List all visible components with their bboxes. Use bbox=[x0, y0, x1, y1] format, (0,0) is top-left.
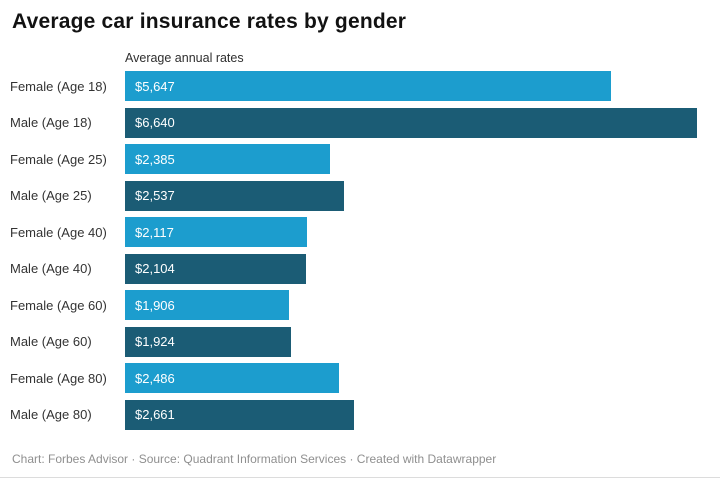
chart-row: Female (Age 60) $1,906 bbox=[0, 290, 697, 320]
bar-male: $2,104 bbox=[125, 253, 307, 284]
bar-value-label: $2,117 bbox=[135, 224, 174, 240]
bar-value-label: $2,486 bbox=[135, 370, 175, 386]
bar-track: $1,906 bbox=[125, 290, 697, 320]
bar-track: $2,486 bbox=[125, 363, 697, 393]
bar-value-label: $2,385 bbox=[135, 151, 175, 167]
chart-row: Female (Age 25) $2,385 bbox=[0, 144, 697, 174]
axis-label: Average annual rates bbox=[125, 51, 244, 65]
bar-female: $2,486 bbox=[125, 363, 340, 393]
chart-row: Female (Age 18) $5,647 bbox=[0, 71, 697, 101]
bar-male: $6,640 bbox=[125, 107, 697, 138]
bar-female: $2,385 bbox=[125, 144, 331, 174]
bar-female: $1,906 bbox=[125, 290, 290, 320]
bar-value-label: $6,640 bbox=[135, 115, 175, 130]
chart-row: Male (Age 60) $1,924 bbox=[0, 326, 697, 357]
bar-value-label: $5,647 bbox=[135, 78, 175, 94]
bar-male: $1,924 bbox=[125, 326, 291, 357]
chart-title: Average car insurance rates by gender bbox=[12, 10, 407, 33]
bottom-divider bbox=[0, 477, 720, 478]
category-label: Male (Age 40) bbox=[10, 261, 92, 276]
category-label: Female (Age 40) bbox=[10, 224, 107, 240]
bar-value-label: $2,104 bbox=[135, 261, 175, 276]
bar-track: $2,661 bbox=[125, 399, 697, 430]
bar-track: $2,537 bbox=[125, 180, 697, 211]
category-label: Male (Age 25) bbox=[10, 188, 92, 203]
category-label: Male (Age 18) bbox=[10, 115, 92, 130]
chart-row: Male (Age 25) $2,537 bbox=[0, 180, 697, 211]
bar-track: $5,647 bbox=[125, 71, 697, 101]
category-label: Male (Age 60) bbox=[10, 334, 92, 349]
bar-track: $2,104 bbox=[125, 253, 697, 284]
bar-value-label: $1,924 bbox=[135, 334, 175, 349]
bar-male: $2,661 bbox=[125, 399, 355, 430]
footer-attribution: Chart: Forbes Advisor · Source: Quadrant… bbox=[12, 452, 497, 466]
bar-track: $1,924 bbox=[125, 326, 697, 357]
bar-value-label: $2,537 bbox=[135, 188, 175, 203]
bar-value-label: $1,906 bbox=[135, 297, 175, 313]
bar-track: $6,640 bbox=[125, 107, 697, 138]
bar-track: $2,117 bbox=[125, 217, 697, 247]
category-label: Female (Age 25) bbox=[10, 151, 107, 167]
bar-female: $5,647 bbox=[125, 71, 612, 101]
bar-female: $2,117 bbox=[125, 217, 308, 247]
category-label: Female (Age 80) bbox=[10, 370, 107, 386]
chart-row: Male (Age 80) $2,661 bbox=[0, 399, 697, 430]
bar-track: $2,385 bbox=[125, 144, 697, 174]
category-label: Female (Age 60) bbox=[10, 297, 107, 313]
bar-value-label: $2,661 bbox=[135, 407, 175, 422]
chart-row: Male (Age 18) $6,640 bbox=[0, 107, 697, 138]
chart-row: Female (Age 80) $2,486 bbox=[0, 363, 697, 393]
bar-male: $2,537 bbox=[125, 180, 344, 211]
chart-row: Female (Age 40) $2,117 bbox=[0, 217, 697, 247]
bar-chart: Female (Age 18) $5,647 Male (Age 18) $6,640… bbox=[0, 71, 697, 430]
category-label: Male (Age 80) bbox=[10, 407, 92, 422]
chart-row: Male (Age 40) $2,104 bbox=[0, 253, 697, 284]
category-label: Female (Age 18) bbox=[10, 78, 107, 94]
